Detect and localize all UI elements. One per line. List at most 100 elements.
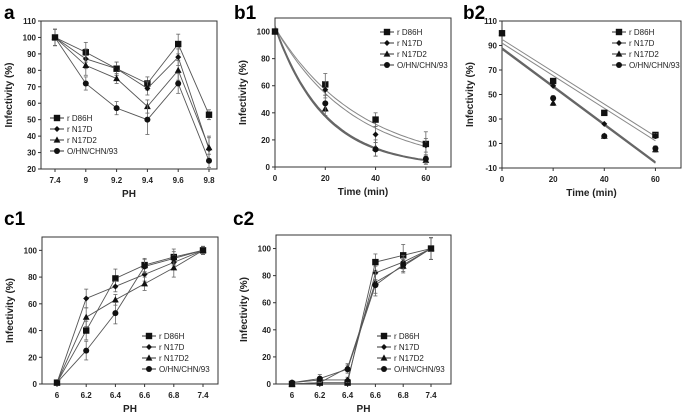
x-tick-label: 9.4: [142, 176, 154, 185]
data-point: [316, 375, 323, 382]
x-tick-label: 6.6: [370, 391, 382, 400]
y-tick-label: 60: [27, 99, 36, 108]
data-point: [83, 327, 90, 334]
series-line: [56, 249, 204, 383]
y-tick-label: 10: [488, 140, 497, 149]
data-point: [141, 280, 148, 287]
x-tick-label: 0: [273, 174, 278, 183]
data-point: [206, 157, 212, 164]
legend-marker: [53, 114, 61, 122]
data-point: [205, 111, 213, 118]
legend-marker: [381, 366, 387, 372]
data-point: [344, 366, 351, 373]
plot-frame: [41, 236, 219, 385]
data-point: [400, 261, 407, 268]
legend-label: r D86H: [394, 332, 420, 341]
y-tick-label: 70: [488, 66, 497, 75]
legend-label: r D86H: [159, 332, 185, 341]
series-line: [54, 37, 210, 148]
legend: r D86H r N17D r N17D2 O/HN/CHN/93: [612, 28, 680, 70]
chart-panel-c2: c2 0 20 40 60 80 100 6 6.2 6.4 6.6 6.8 7.4 PH Infectiv…: [233, 209, 452, 414]
chart-panel-b2: b2 -10 10 30 50 70 90 110 0 20 40 60 Time (min) Infec…: [463, 3, 682, 199]
data-point: [550, 82, 557, 89]
x-tick-label: 7.4: [197, 391, 209, 400]
data-point: [372, 116, 379, 123]
legend-marker: [381, 344, 387, 350]
legend-marker: [383, 28, 391, 36]
data-point: [112, 275, 119, 282]
data-point: [322, 86, 329, 93]
legend-label: O/HN/CHN/93: [159, 365, 210, 374]
legend-marker: [53, 136, 61, 143]
x-tick-label: 6.4: [342, 391, 354, 400]
series-line: [54, 37, 210, 161]
series-circle: [54, 245, 206, 386]
series-circle: [52, 28, 212, 168]
y-tick-label: 40: [262, 326, 271, 335]
data-point: [200, 247, 206, 254]
series-line: [54, 37, 210, 150]
y-tick-label: 20: [27, 165, 36, 174]
fit-line-3: [501, 48, 656, 164]
legend-label: r N17D2: [397, 50, 427, 59]
data-point: [422, 155, 429, 162]
data-point: [372, 131, 379, 138]
data-point: [144, 116, 151, 123]
panel-label: a: [4, 3, 15, 24]
series-line: [291, 248, 432, 385]
y-tick-label: 90: [488, 42, 497, 51]
legend-label: O/HN/CHN/93: [397, 61, 448, 70]
x-tick-label: 6.8: [168, 391, 180, 400]
data-point: [652, 133, 659, 140]
y-tick-label: 30: [27, 149, 36, 158]
x-axis-label: PH: [122, 189, 136, 200]
x-tick-label: 9.2: [111, 176, 123, 185]
x-tick-label: 6.8: [398, 391, 410, 400]
data-point: [112, 310, 119, 317]
y-axis-label: Infectivity (%): [4, 62, 15, 127]
legend: r D86H r N17D r N17D2 O/HN/CHN/93: [50, 114, 118, 156]
series-line: [291, 248, 432, 385]
y-tick-label: 90: [27, 50, 36, 59]
legend-marker: [54, 148, 60, 154]
series-circle: [499, 30, 659, 152]
data-point: [289, 379, 295, 386]
data-point: [550, 95, 557, 102]
legend-marker: [146, 344, 152, 350]
y-tick-label: 40: [27, 132, 36, 141]
y-axis-label: Infectivity (%): [238, 60, 249, 125]
legend-marker: [615, 50, 623, 57]
y-tick-label: 80: [27, 66, 36, 75]
series-line: [56, 249, 204, 383]
data-point: [113, 105, 120, 112]
x-tick-label: 60: [651, 175, 660, 184]
data-point: [549, 77, 557, 85]
series-triangle: [271, 27, 430, 165]
y-tick-label: 50: [488, 91, 497, 100]
data-point: [372, 282, 379, 289]
x-axis-label: Time (min): [566, 188, 616, 199]
data-point: [54, 379, 60, 386]
y-tick-label: 60: [262, 299, 271, 308]
legend-marker: [380, 332, 388, 340]
data-point: [652, 145, 659, 152]
legend-marker: [145, 354, 153, 361]
legend-label: O/HN/CHN/93: [67, 147, 118, 156]
x-tick-label: 20: [549, 175, 558, 184]
data-point: [175, 54, 182, 61]
y-tick-label: 110: [484, 17, 497, 26]
data-point: [175, 40, 182, 48]
y-tick-label: 20: [28, 353, 37, 362]
data-point: [113, 74, 120, 82]
y-tick-label: 60: [28, 300, 37, 309]
plot-frame: [274, 17, 452, 168]
legend-marker: [145, 332, 153, 340]
series-triangle: [498, 29, 659, 153]
legend-label: r N17D: [629, 39, 655, 48]
x-tick-label: 0: [500, 175, 505, 184]
x-tick-label: 60: [421, 174, 430, 183]
legend-label: r D86H: [67, 114, 93, 123]
series-square: [51, 28, 213, 121]
y-tick-label: 100: [258, 245, 272, 254]
legend-label: r N17D: [394, 343, 420, 352]
